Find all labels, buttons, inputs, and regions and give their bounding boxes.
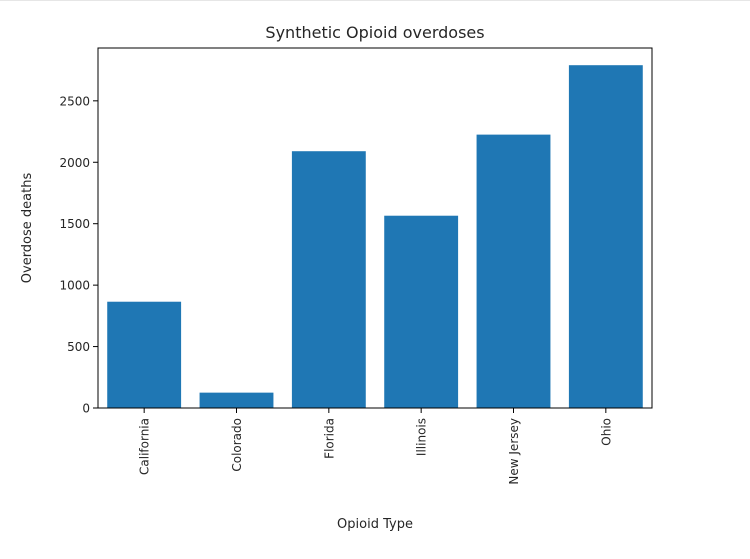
x-tick-label-florida: Florida: [322, 418, 336, 459]
x-axis-label: Opioid Type: [337, 517, 413, 532]
y-tick-label: 1500: [59, 217, 90, 231]
bar-florida: [291, 151, 366, 408]
x-tick-label-illinois: Illinois: [415, 418, 429, 456]
y-tick-label: 1000: [59, 279, 90, 293]
x-tick-label-new-jersey: New Jersey: [507, 418, 521, 485]
bars-group: [107, 65, 643, 408]
x-tick-label-ohio: Ohio: [599, 418, 613, 446]
y-axis-ticks: 0 500 1000 1500 2000 2500: [59, 94, 98, 416]
x-tick-label-california: California: [138, 418, 152, 475]
x-axis-ticks: California Colorado Florida Illinois New Jer…: [138, 408, 613, 485]
chart-title: Synthetic Opioid overdoses: [265, 23, 484, 42]
plot-frame: [97, 47, 653, 409]
y-tick-label: 2000: [59, 156, 90, 170]
bar-new-jersey: [476, 134, 551, 408]
bar-ohio: [568, 65, 643, 408]
top-divider: [0, 0, 750, 1]
bar-colorado: [199, 392, 274, 408]
y-tick-label: 0: [82, 402, 90, 416]
y-tick-label: 2500: [59, 94, 90, 108]
y-axis-label: Overdose deaths: [20, 173, 35, 284]
y-tick-label: 500: [67, 340, 90, 354]
bar-illinois: [384, 215, 459, 408]
bar-california: [107, 301, 182, 408]
x-tick-label-colorado: Colorado: [230, 418, 244, 472]
